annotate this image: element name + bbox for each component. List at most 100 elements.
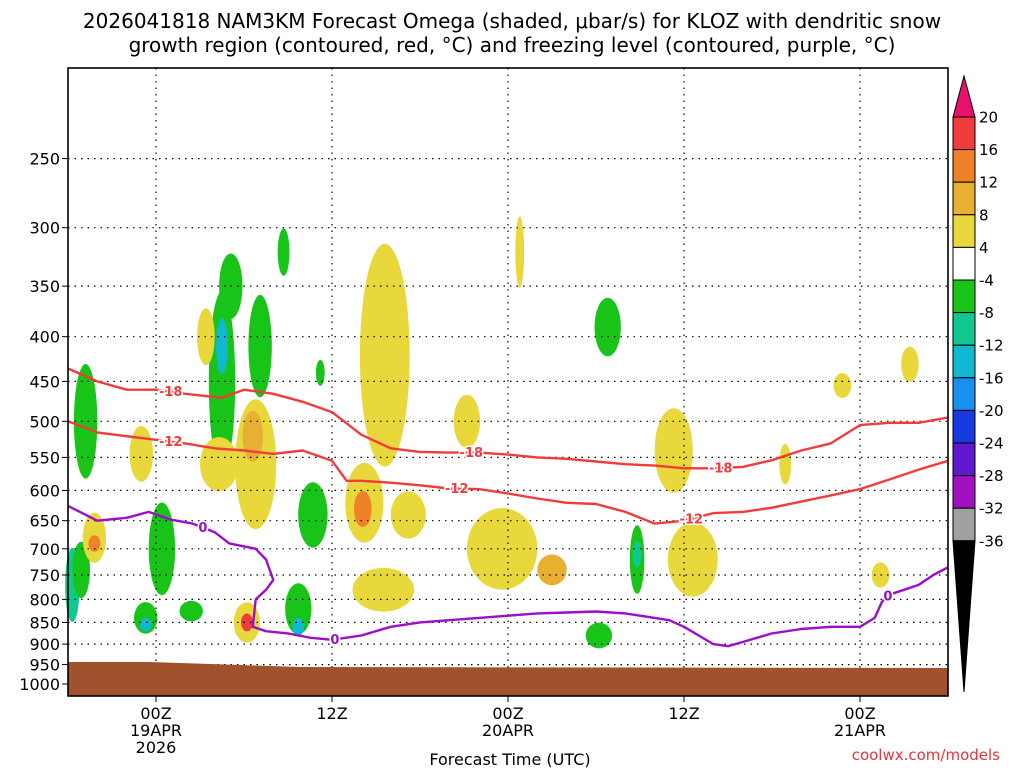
y-tick-label: 700: [29, 540, 60, 559]
plot-area: -18 -18 -18 -12 -12 -12 0 0 0: [65, 67, 949, 697]
y-tick-label: 450: [29, 372, 60, 391]
x-tick-label: 2026: [136, 738, 177, 757]
x-tick-label: 00Z: [844, 704, 875, 723]
omega-cell: [359, 243, 410, 467]
x-tick-label: 12Z: [316, 704, 347, 723]
omega-cell: [466, 508, 538, 590]
dgz-contour-label: -12: [680, 512, 704, 527]
x-tick-label: 21APR: [834, 721, 886, 740]
dgz-contour-label: -12: [445, 482, 469, 497]
colorbar-bin: [952, 116, 976, 151]
omega-cell: [594, 297, 621, 357]
omega-cell: [453, 394, 481, 448]
omega-cell: [88, 535, 101, 552]
omega-cell: [779, 443, 792, 485]
omega-cell: [901, 346, 919, 382]
dgz-contour-label: -12: [159, 435, 183, 450]
y-tick-label: 500: [29, 412, 60, 431]
dgz-contour-label: -18: [709, 461, 733, 476]
omega-cell: [352, 567, 415, 612]
colorbar-label: -36: [979, 532, 1004, 550]
x-tick-label: 00Z: [492, 704, 523, 723]
x-axis-label: Forecast Time (UTC): [429, 750, 590, 768]
colorbar-label: -8: [979, 304, 994, 322]
terrain-ground: [68, 662, 948, 696]
freezing-level-contour-label: 0: [198, 521, 207, 536]
colorbar-bin: [952, 344, 976, 379]
omega-cell: [72, 541, 90, 599]
colorbar-label: -32: [979, 500, 1004, 518]
colorbar-label: 20: [979, 109, 998, 127]
contour-layer: -18 -18 -18 -12 -12 -12 0 0 0: [67, 367, 949, 649]
colorbar-label: 16: [979, 141, 998, 159]
dgz-contour-label: -18: [460, 446, 484, 461]
x-tick-label: 12Z: [668, 704, 699, 723]
colorbar-bin: [952, 442, 976, 477]
dgz-contour-label: -18: [159, 385, 183, 400]
omega-cell: [292, 618, 305, 636]
colorbar-bin: [952, 507, 976, 542]
omega-cell: [139, 617, 152, 632]
omega-cell: [216, 318, 228, 374]
omega-cell: [242, 410, 264, 462]
x-tick-label: 00Z: [140, 704, 171, 723]
chart-title-line-2: growth region (contoured, red, °C) and f…: [129, 33, 896, 57]
freezing-level-contour: [67, 504, 949, 648]
colorbar-label: -20: [979, 402, 1004, 420]
colorbar-label: 12: [979, 174, 998, 192]
colorbar-bin: [952, 214, 976, 248]
omega-cell: [515, 216, 525, 288]
omega-cell: [208, 291, 236, 472]
omega-cell: [200, 437, 239, 492]
freezing-level-contour-label: 0: [330, 633, 339, 648]
omega-cell: [354, 490, 372, 527]
omega-cell: [667, 522, 718, 597]
y-tick-label: 400: [29, 328, 60, 347]
omega-cell: [241, 613, 253, 632]
colorbar: 20 16 12 8 4 -4 -8 -12 -16 -20 -24 -28 -32 -36: [952, 74, 1004, 693]
credit-text: coolwx.com/models: [852, 746, 1000, 764]
y-tick-label: 750: [29, 566, 60, 585]
colorbar-bin: [952, 377, 976, 411]
y-tick-label: 300: [29, 219, 60, 238]
colorbar-label: -12: [979, 337, 1004, 355]
omega-cell: [73, 364, 98, 479]
omega-cell: [390, 491, 426, 539]
omega-cell: [129, 426, 153, 482]
colorbar-label: -24: [979, 435, 1004, 453]
y-tick-label: 800: [29, 590, 60, 609]
omega-cell: [537, 554, 567, 586]
y-tick-label: 550: [29, 448, 60, 467]
omega-cell: [248, 294, 272, 398]
omega-shading-layer: [65, 216, 919, 649]
colorbar-bin: [952, 279, 976, 314]
dgz-contour: [67, 420, 949, 525]
omega-cell: [654, 408, 693, 493]
y-tick-label: 250: [29, 150, 60, 169]
colorbar-bin: [952, 409, 976, 444]
colorbar-max-triangle: [952, 74, 976, 118]
colorbar-min-triangle: [952, 540, 976, 693]
y-tick-label: 650: [29, 512, 60, 531]
omega-cell: [148, 502, 176, 596]
y-tick-label: 950: [29, 656, 60, 675]
omega-cell: [632, 540, 642, 568]
colorbar-label: 4: [979, 239, 989, 257]
colorbar-bin: [952, 246, 976, 281]
colorbar-label: 8: [979, 206, 989, 224]
chart-title-line-1: 2026041818 NAM3KM Forecast Omega (shaded…: [83, 9, 941, 33]
y-tick-label: 850: [29, 613, 60, 632]
colorbar-bin: [952, 312, 976, 346]
y-tick-label: 350: [29, 277, 60, 296]
colorbar-bin: [952, 475, 976, 509]
omega-cell: [285, 583, 312, 635]
omega-cell: [277, 228, 290, 276]
omega-cell: [298, 482, 328, 548]
colorbar-bin: [952, 149, 976, 183]
omega-cell: [315, 359, 325, 386]
omega-cell: [179, 600, 203, 622]
colorbar-label: -4: [979, 272, 994, 290]
x-tick-label: 19APR: [130, 721, 182, 740]
